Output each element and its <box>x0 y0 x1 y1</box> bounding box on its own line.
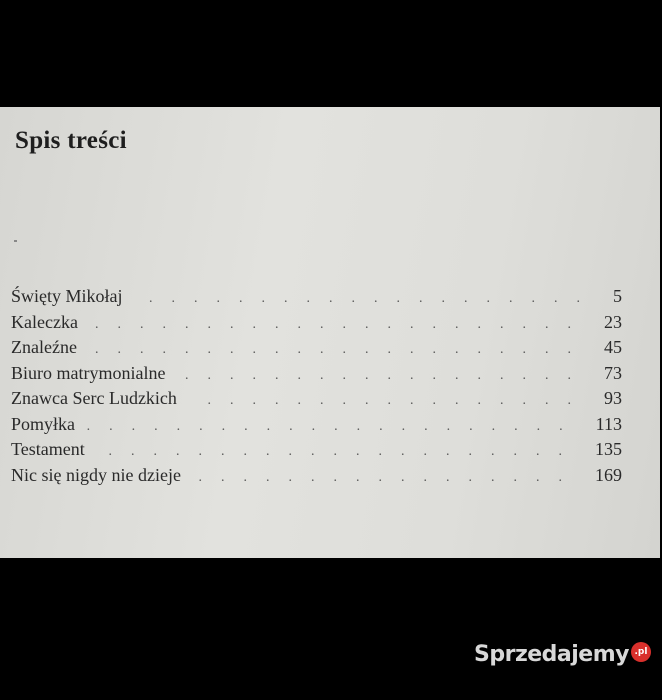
toc-entry: Nic się nigdy nie dzieje................… <box>11 463 622 489</box>
toc-entry-page: 169 <box>595 464 622 485</box>
toc-entry-page: 93 <box>604 388 622 408</box>
toc-entry-title: Święty Mikołaj <box>11 286 123 306</box>
dot-leader: ........................................ <box>135 291 599 306</box>
dot-leader: ........................................ <box>193 469 581 485</box>
toc-entry: Znaleźne................................… <box>11 335 622 361</box>
dot-leader: ........................................ <box>89 342 590 357</box>
toc-entry: Znawca Serc Ludzkich....................… <box>11 386 622 412</box>
toc-entry-title: Pomyłka <box>11 413 76 434</box>
dot-leader: ........................................ <box>90 316 590 332</box>
toc-entry-page: 23 <box>604 311 622 332</box>
toc-entry-title: Znawca Serc Ludzkich <box>11 388 177 408</box>
toc-entry-page: 135 <box>595 439 622 459</box>
toc-entry: Pomyłka.................................… <box>11 412 622 438</box>
print-speck <box>14 240 17 242</box>
toc-entry-title: Testament <box>11 439 85 459</box>
page-title: Spis treści <box>15 127 127 154</box>
dot-leader: ........................................ <box>87 418 582 434</box>
watermark: Sprzedajemy .pl <box>474 640 651 670</box>
book-page: Spis treści Święty Mikołaj..............… <box>0 107 660 558</box>
dot-leader: ........................................ <box>189 393 590 408</box>
toc-entry: Testament...............................… <box>11 437 622 463</box>
toc-entry-page: 113 <box>595 413 622 434</box>
toc-entry: Święty Mikołaj..........................… <box>11 284 622 310</box>
toc-entry-title: Znaleźne <box>11 337 77 357</box>
toc-entry-page: 73 <box>604 362 622 383</box>
toc-entry-title: Kaleczka <box>11 311 78 332</box>
dot-leader: ........................................ <box>177 367 590 383</box>
toc-entry-title: Biuro matrymonialne <box>11 362 166 383</box>
toc-entry: Kaleczka................................… <box>11 310 622 336</box>
toc-entry: Biuro matrymonialne.....................… <box>11 361 622 387</box>
toc-entry-page: 5 <box>613 286 622 306</box>
toc-entry-title: Nic się nigdy nie dzieje <box>11 464 181 485</box>
table-of-contents: Święty Mikołaj..........................… <box>11 284 622 488</box>
watermark-logo: Sprzedajemy <box>474 642 630 667</box>
toc-entry-page: 45 <box>604 337 622 357</box>
watermark-logo-badge: .pl <box>631 642 651 662</box>
dot-leader: ........................................ <box>97 444 581 459</box>
